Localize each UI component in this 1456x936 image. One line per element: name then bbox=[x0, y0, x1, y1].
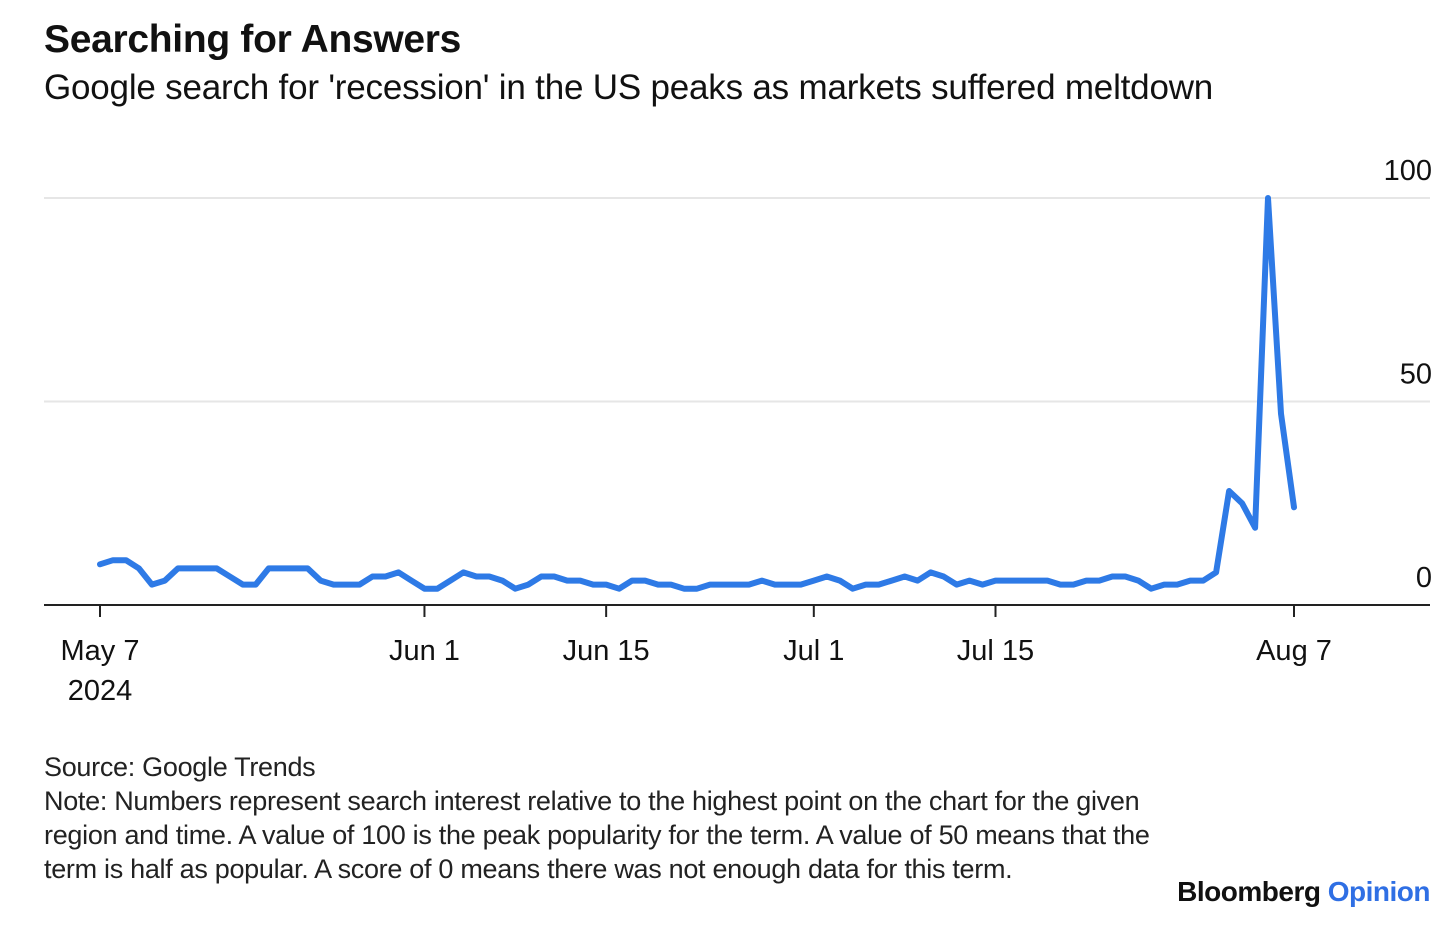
explanatory-note: Note: Numbers represent search interest … bbox=[44, 784, 1154, 886]
x-tick-label-1: Jun 1 bbox=[389, 635, 460, 667]
series-line-recession-searches bbox=[100, 198, 1294, 589]
y-tick-label-0: 0 bbox=[1416, 562, 1432, 594]
x-tick-label-0: May 7 bbox=[61, 635, 140, 667]
x-tick-sublabel-0: 2024 bbox=[68, 675, 133, 707]
x-tick-label-2: Jun 15 bbox=[563, 635, 650, 667]
brand-name: Bloomberg bbox=[1177, 876, 1320, 907]
x-tick-label-5: Aug 7 bbox=[1256, 635, 1332, 667]
x-tick-label-4: Jul 15 bbox=[957, 635, 1034, 667]
chart-footer: Source: Google Trends Note: Numbers repr… bbox=[44, 750, 1154, 886]
source-note: Source: Google Trends bbox=[44, 750, 1154, 784]
y-tick-label-50: 50 bbox=[1400, 359, 1432, 391]
y-tick-label-100: 100 bbox=[1384, 155, 1432, 187]
brand-suffix: Opinion bbox=[1328, 876, 1430, 907]
x-tick-label-3: Jul 1 bbox=[783, 635, 844, 667]
bloomberg-opinion-logo: Bloomberg Opinion bbox=[1177, 876, 1430, 908]
